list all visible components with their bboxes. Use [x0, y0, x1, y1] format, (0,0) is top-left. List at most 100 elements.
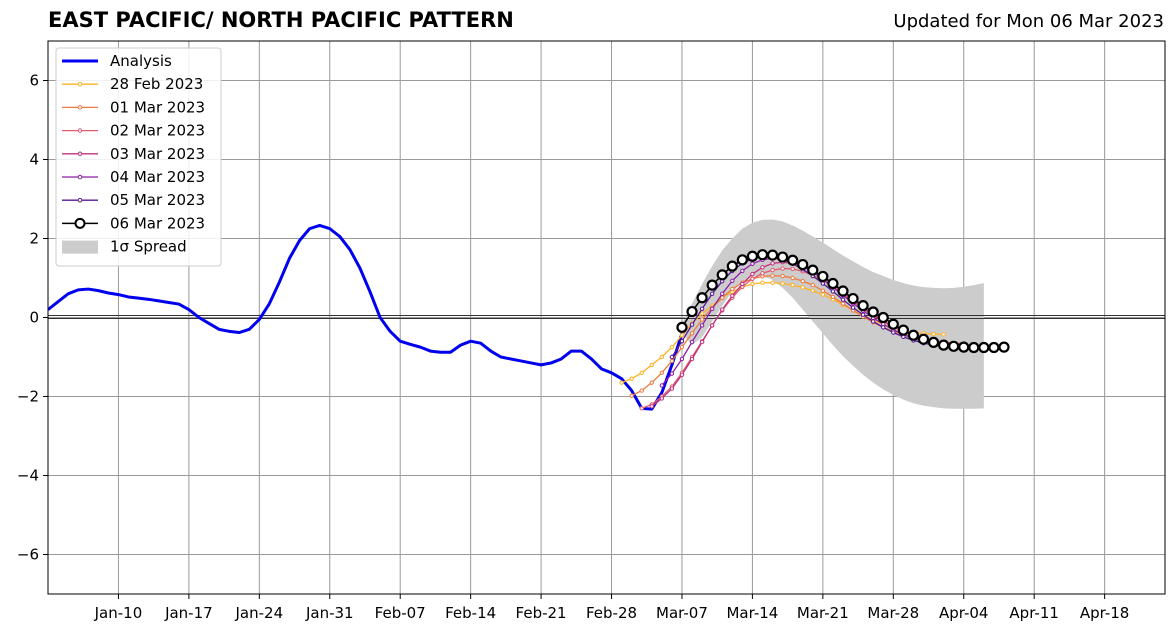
x-tick-label: Feb-07 [375, 604, 426, 622]
forecast-point [817, 270, 829, 283]
forecast-point [740, 281, 745, 287]
x-tick-label: Mar-28 [867, 604, 919, 622]
forecast-point [780, 281, 785, 286]
x-tick-label: Apr-04 [939, 604, 989, 622]
legend-entry: 03 Mar 2023 [62, 145, 205, 163]
forecast-point [830, 294, 836, 300]
forecast-point [720, 291, 725, 296]
y-tick-label: 2 [29, 230, 39, 248]
legend-marker [77, 197, 83, 203]
spread-area [681, 219, 984, 409]
forecast-point [830, 289, 836, 294]
forecast-point [679, 333, 685, 338]
legend-label: 28 Feb 2023 [110, 75, 203, 93]
x-tick-label: Mar-14 [726, 604, 778, 622]
forecast-point [800, 285, 805, 290]
legend-label: 03 Mar 2023 [110, 145, 205, 163]
forecast-point [720, 307, 725, 312]
forecast-point [679, 339, 685, 344]
forecast-point [837, 285, 849, 297]
forecast-point [740, 268, 745, 274]
forecast-point [629, 376, 634, 381]
forecast-point [820, 292, 826, 297]
forecast-point [790, 282, 795, 288]
legend-entry: 06 Mar 2023 [62, 214, 205, 232]
forecast-point [770, 273, 775, 278]
forecast-point [669, 344, 675, 350]
forecast-point [790, 266, 795, 272]
x-tick-label: Apr-11 [1009, 604, 1059, 622]
forecast-point [840, 301, 846, 306]
legend-entry: 05 Mar 2023 [62, 191, 205, 209]
forecast-point [807, 264, 819, 276]
forecast-point [669, 354, 675, 360]
forecast-point [716, 269, 728, 281]
forecast-point [881, 325, 886, 330]
legend-marker [74, 217, 86, 229]
x-tick-label: Feb-14 [445, 604, 496, 622]
forecast-point [669, 358, 675, 364]
forecast-point [746, 250, 759, 262]
y-tick-label: 4 [29, 151, 39, 169]
forecast-point [709, 323, 715, 328]
forecast-point [629, 393, 634, 398]
forecast-point [760, 280, 765, 285]
legend-label: 04 Mar 2023 [110, 168, 205, 186]
legend-entry: 04 Mar 2023 [62, 168, 205, 186]
forecast-point [777, 251, 789, 263]
forecast-point [897, 324, 909, 336]
forecast-point [659, 383, 665, 388]
forecast-point [810, 288, 815, 293]
forecast-point [968, 341, 980, 354]
forecast-point [760, 265, 765, 270]
x-tick-label: Feb-21 [516, 604, 567, 622]
legend-marker [77, 151, 83, 157]
x-tick-label: Apr-18 [1080, 604, 1130, 622]
forecast-point [948, 340, 960, 352]
y-tick-label: −4 [17, 467, 39, 485]
forecast-point [998, 341, 1010, 353]
forecast-point [659, 396, 665, 401]
forecast-point [709, 291, 715, 296]
forecast-point [669, 371, 675, 376]
forecast-point [867, 306, 879, 318]
forecast-point [840, 297, 846, 302]
forecast-point [941, 332, 946, 337]
forecast-point [639, 370, 644, 375]
x-tick-label: Jan-10 [94, 604, 143, 622]
legend-marker [77, 105, 83, 110]
forecast-point [857, 300, 869, 312]
y-tick-label: 0 [29, 309, 39, 327]
forecast-point [699, 306, 705, 312]
forecast-point [770, 267, 775, 273]
forecast-point [750, 271, 755, 277]
forecast-point [938, 339, 950, 351]
legend-label: 05 Mar 2023 [110, 191, 205, 209]
legend-label: 02 Mar 2023 [110, 122, 205, 140]
forecast-point [958, 341, 970, 353]
forecast-point [790, 275, 795, 281]
forecast-point [870, 319, 876, 324]
y-tick-label: −6 [17, 546, 39, 564]
forecast-point [756, 249, 769, 261]
forecast-point [988, 341, 1000, 354]
forecast-point [978, 341, 990, 354]
legend-marker [77, 174, 83, 180]
forecast-point [686, 305, 698, 318]
zero-line [48, 315, 1165, 319]
y-tick-label: −2 [17, 388, 39, 406]
forecast-series [676, 249, 1010, 354]
forecast-point [797, 258, 809, 271]
forecast-point [907, 329, 920, 341]
forecast-point [699, 311, 705, 316]
forecast-point [726, 260, 738, 272]
spread-band [681, 219, 984, 409]
x-axis-ticks: Jan-10 Jan-17 Jan-24 Jan-31 Feb-07 Feb-14 Feb-… [94, 594, 1130, 622]
forecast-point [827, 277, 839, 290]
analysis-line [48, 223, 684, 411]
x-tick-label: Jan-31 [305, 604, 354, 622]
chart-subtitle: Updated for Mon 06 Mar 2023 [893, 11, 1164, 32]
legend-entry: 01 Mar 2023 [62, 98, 205, 116]
forecast-point [679, 344, 685, 350]
forecast-point [847, 292, 859, 305]
